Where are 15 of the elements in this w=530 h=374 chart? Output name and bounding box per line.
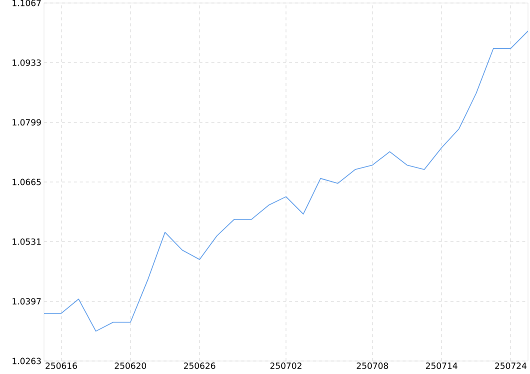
x-tick-label: 250620 bbox=[114, 362, 146, 369]
line-series bbox=[44, 30, 528, 332]
y-tick-label: 1.0665 bbox=[12, 178, 41, 186]
y-tick-label: 1.0799 bbox=[12, 119, 41, 126]
y-tick-label: 1.1067 bbox=[12, 0, 41, 6]
y-tick-label: 1.0397 bbox=[12, 298, 41, 305]
y-tick-label: 1.0263 bbox=[12, 358, 41, 364]
x-tick-label: 250714 bbox=[426, 362, 458, 369]
x-tick-label: 250708 bbox=[356, 362, 388, 369]
y-tick-label: 1.0933 bbox=[12, 59, 41, 66]
x-tick-label: 250616 bbox=[46, 362, 77, 369]
x-tick-label: 250626 bbox=[184, 362, 216, 369]
y-tick-label: 1.0531 bbox=[12, 238, 41, 245]
x-tick-label: 250702 bbox=[270, 362, 302, 369]
x-tick-label: 250724 bbox=[495, 362, 526, 369]
